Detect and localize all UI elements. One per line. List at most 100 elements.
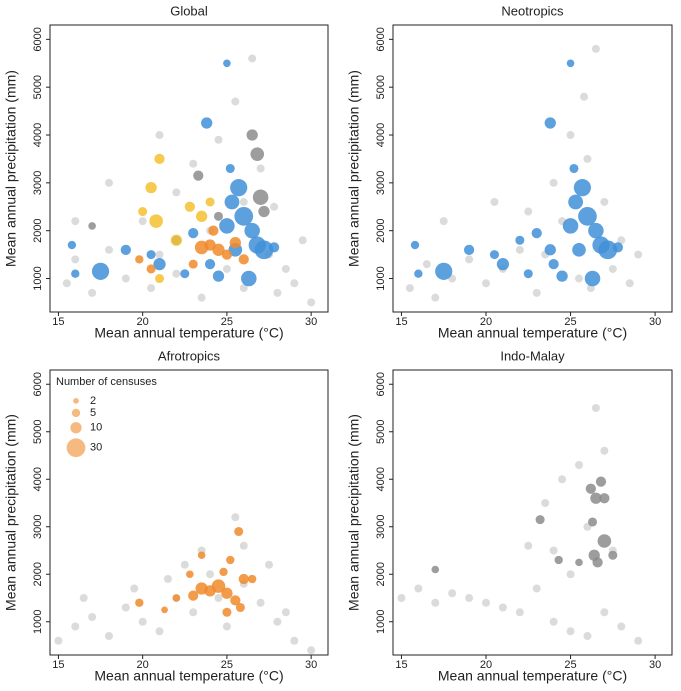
background-point — [515, 245, 524, 254]
point — [67, 240, 77, 250]
point — [592, 557, 603, 568]
point — [463, 244, 475, 255]
background-point — [591, 44, 600, 53]
background-point — [121, 603, 130, 612]
y-tick-label: 4000 — [375, 123, 387, 147]
point — [222, 607, 232, 617]
background-point — [617, 622, 626, 631]
point — [219, 567, 228, 577]
x-tick-label: 20 — [480, 316, 492, 328]
x-tick-label: 15 — [52, 659, 64, 671]
background-point — [172, 269, 181, 278]
background-point — [273, 288, 282, 297]
point — [578, 206, 597, 226]
background-point — [465, 255, 474, 264]
legend-marker — [71, 408, 81, 418]
plot-frame — [392, 24, 673, 313]
background-point — [566, 570, 575, 579]
point — [569, 163, 579, 174]
background-point — [256, 598, 265, 607]
point — [250, 147, 265, 161]
background-point — [558, 475, 567, 484]
point — [489, 250, 499, 260]
point — [588, 517, 598, 527]
point — [599, 493, 610, 504]
background-point — [265, 560, 274, 569]
background-point — [625, 279, 634, 288]
y-tick-label: 3000 — [375, 515, 387, 539]
background-point — [104, 245, 113, 254]
chart-title: Global — [170, 3, 208, 18]
background-point — [307, 646, 316, 655]
background-point — [71, 255, 80, 264]
background-point — [155, 627, 164, 636]
x-tick-label: 25 — [221, 316, 233, 328]
point — [234, 526, 244, 537]
point — [205, 197, 215, 207]
y-tick-label: 2000 — [32, 218, 44, 242]
background-point — [405, 284, 414, 293]
point — [612, 242, 624, 253]
point — [562, 218, 579, 234]
background-point — [197, 293, 206, 302]
point — [188, 259, 198, 269]
background-point — [256, 164, 265, 173]
x-tick-label: 30 — [649, 659, 661, 671]
background-point — [239, 284, 248, 293]
point — [219, 218, 235, 234]
point — [224, 194, 240, 210]
point — [230, 179, 248, 197]
background-point — [273, 617, 282, 626]
background-point — [163, 575, 172, 583]
point — [238, 573, 249, 585]
point — [241, 270, 257, 287]
point — [590, 492, 602, 504]
point — [573, 179, 591, 197]
background-point — [498, 603, 507, 612]
background-point — [214, 135, 223, 144]
point — [149, 214, 163, 228]
point — [244, 222, 260, 239]
point — [523, 269, 533, 279]
y-tick-label: 6000 — [375, 27, 387, 51]
x-tick-label: 15 — [52, 316, 64, 328]
point — [598, 240, 618, 260]
background-point — [583, 154, 592, 163]
legend-label: 30 — [90, 442, 102, 454]
point — [225, 163, 235, 174]
point — [414, 269, 423, 278]
background-point — [147, 284, 156, 293]
point — [208, 225, 219, 236]
background-point — [583, 632, 592, 640]
background-point — [532, 584, 541, 593]
background-point — [600, 446, 609, 455]
y-tick-label: 3000 — [375, 171, 387, 195]
point — [146, 264, 156, 274]
legend-marker — [70, 422, 82, 434]
background-point — [617, 236, 626, 245]
legend-label: 10 — [90, 422, 102, 434]
background-point — [482, 279, 490, 288]
background-point — [549, 178, 558, 187]
point — [531, 227, 542, 239]
point — [410, 240, 420, 250]
point — [556, 270, 568, 282]
point — [229, 236, 241, 249]
point — [135, 255, 144, 264]
point — [235, 602, 245, 613]
x-tick-label: 25 — [221, 659, 233, 671]
background-point — [634, 636, 643, 645]
background-point — [121, 274, 130, 283]
background-point — [206, 570, 215, 579]
point — [544, 244, 556, 256]
background-point — [71, 217, 80, 226]
point — [268, 242, 280, 253]
background-point — [155, 131, 164, 140]
background-point — [290, 279, 299, 288]
y-tick-label: 2000 — [375, 562, 387, 586]
point — [88, 222, 96, 230]
x-axis-label: Mean annual temperature (°C) — [438, 325, 627, 341]
y-tick-label: 6000 — [32, 372, 44, 396]
point — [515, 235, 525, 245]
background-point — [515, 608, 524, 617]
